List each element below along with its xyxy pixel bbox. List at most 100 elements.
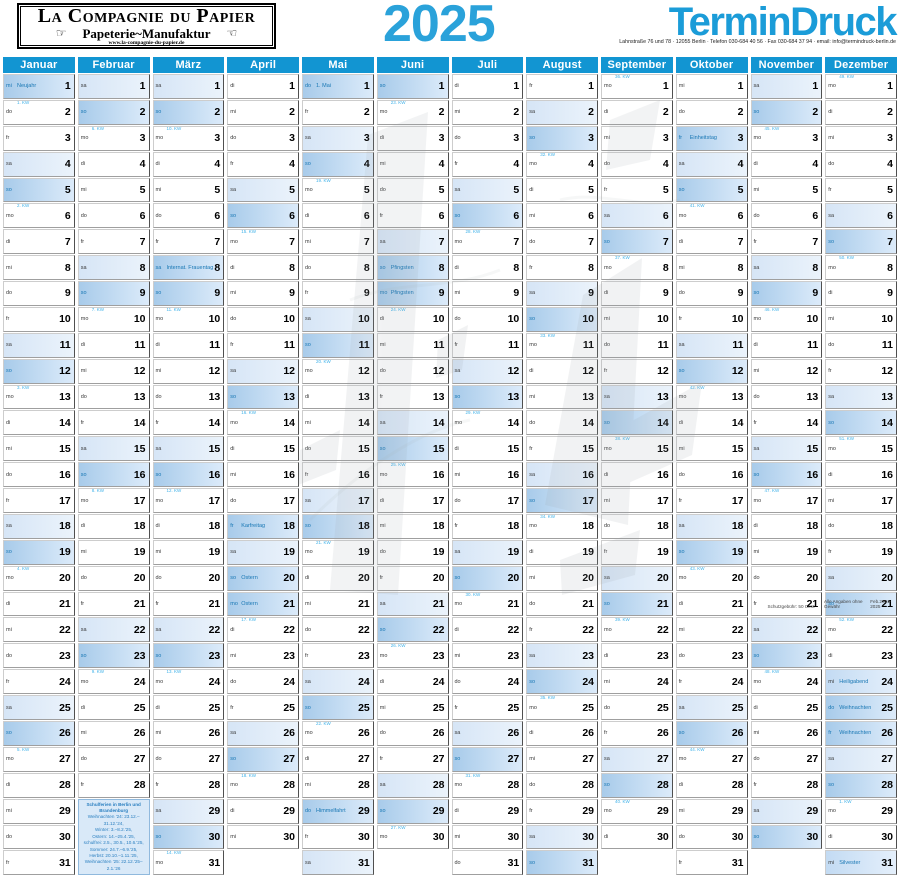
weekday-label: di	[230, 808, 235, 815]
day-cell: fr 25	[227, 695, 299, 720]
weekday-label: fr	[753, 419, 757, 426]
day-cell: sa 25	[3, 695, 75, 720]
day-number: 29	[59, 805, 71, 818]
weekday-label: sa	[753, 626, 760, 633]
day-number: 10	[507, 313, 520, 326]
day-number: 9	[812, 287, 819, 300]
weekday-label: mi	[230, 290, 237, 297]
day-cell: do 23	[3, 643, 75, 669]
day-number: 28	[582, 779, 594, 792]
day-cell: do 11	[601, 332, 673, 358]
day-cell: 7. KW mo 10	[77, 306, 150, 332]
day-number: 5	[662, 183, 669, 196]
day-number: 21	[806, 598, 819, 611]
weekday-label: so	[155, 290, 162, 297]
weekday-label: sa	[678, 342, 685, 349]
weekday-label: fr	[604, 730, 608, 737]
weekday-label: do	[454, 316, 461, 323]
day-cell: do 13	[152, 384, 225, 410]
weekday-label: mi	[305, 419, 311, 426]
day-number: 14	[582, 416, 594, 429]
weekday-label: sa	[753, 264, 760, 271]
day-number: 9	[289, 287, 295, 300]
weekday-label: di	[6, 419, 11, 426]
day-cell: 10. KW mo 3	[152, 125, 225, 151]
weekday-label: mo	[753, 316, 762, 323]
weekday-label: do	[80, 756, 87, 763]
month-days: 36. KW mo 1 di 2 mi 3 do 4 fr 5 sa 6 so 7 37. KW mo 8 di 9 m…	[601, 74, 673, 875]
day-number: 16	[507, 468, 520, 481]
week-number: 33. KW	[540, 332, 556, 338]
weekday-label: sa	[305, 678, 311, 685]
day-cell: do Weihnachten 25	[825, 695, 897, 720]
weekday-label: mi	[80, 730, 87, 737]
day-cell: mi 26	[750, 721, 823, 746]
weekday-label: fr	[379, 393, 384, 400]
day-number: 28	[657, 779, 669, 792]
day-number: 3	[662, 132, 669, 145]
day-cell: mi 19	[152, 539, 225, 565]
day-number: 9	[513, 287, 520, 300]
day-number: 17	[507, 494, 520, 507]
week-number: 18. KW	[241, 772, 257, 778]
weekday-label: so	[604, 782, 610, 789]
day-cell: sa 11	[675, 332, 748, 358]
day-cell: mi 21	[302, 591, 374, 617]
school-holidays-note-title: Schulferien in Berlin und Brandenburg	[86, 801, 141, 814]
weekday-label: mo	[753, 497, 762, 504]
weekday-label: di	[6, 238, 11, 245]
weekday-label: fr	[454, 523, 458, 530]
day-number: 16	[59, 468, 71, 481]
day-number: 30	[432, 830, 445, 843]
day-cell: 33. KW mo 11	[526, 332, 598, 358]
day-number: 20	[582, 572, 594, 585]
day-cell: so 7	[825, 229, 897, 255]
day-cell: do 31	[451, 850, 524, 875]
weekday-label: sa	[379, 419, 386, 426]
weekday-label: so	[305, 161, 311, 168]
day-number: 18	[208, 520, 221, 533]
weekday-label: sa	[678, 161, 685, 168]
day-number: 18	[657, 520, 669, 533]
weekday-label: fr	[155, 601, 159, 608]
day-cell: 29. KW mo 14	[451, 410, 524, 436]
day-cell: mi 3	[825, 125, 897, 151]
weekday-label: mo	[379, 471, 388, 478]
day-number: 29	[881, 805, 893, 818]
day-cell: so 11	[302, 332, 374, 358]
weekday-label: mi	[678, 445, 685, 452]
day-cell: mi 19	[77, 539, 150, 565]
weekday-label: sa	[6, 342, 12, 349]
day-number: 22	[358, 623, 370, 636]
weekday-label: so	[678, 368, 685, 375]
weekday-label: mi	[230, 833, 237, 840]
day-number: 26	[358, 727, 370, 740]
day-number: 29	[507, 805, 520, 818]
day-cell: 20. KW mo 12	[302, 358, 374, 384]
week-number: 39. KW	[615, 617, 630, 623]
day-number: 14	[208, 416, 221, 429]
day-cell: fr 13	[376, 384, 449, 410]
weekday-label: fr	[6, 497, 10, 504]
weekday-label: so	[678, 186, 685, 193]
day-number: 25	[582, 701, 594, 714]
weekday-label: mi	[454, 471, 461, 478]
day-cell: fr 19	[825, 539, 897, 565]
weekday-label: di	[604, 290, 609, 297]
day-number: 29	[432, 805, 445, 818]
weekday-label: do	[529, 238, 536, 245]
day-cell: mi 14	[302, 410, 374, 436]
month-column-september: September 36. KW mo 1 di 2 mi 3 do 4 fr 5 sa 6 so 7 37. …	[601, 57, 673, 875]
day-cell: mi 15	[675, 436, 748, 462]
weekday-label: mi	[305, 601, 311, 608]
weekday-label: di	[828, 109, 833, 116]
weekday-label: di	[6, 782, 11, 789]
day-cell: fr 5	[825, 177, 897, 203]
day-number: 28	[507, 779, 520, 792]
weekday-label: di	[529, 368, 534, 375]
weekday-label: so	[230, 575, 237, 582]
day-cell: mi 12	[152, 358, 225, 384]
day-number: 25	[358, 701, 370, 714]
weekday-label: so	[80, 652, 87, 659]
day-cell: fr 17	[3, 488, 75, 513]
